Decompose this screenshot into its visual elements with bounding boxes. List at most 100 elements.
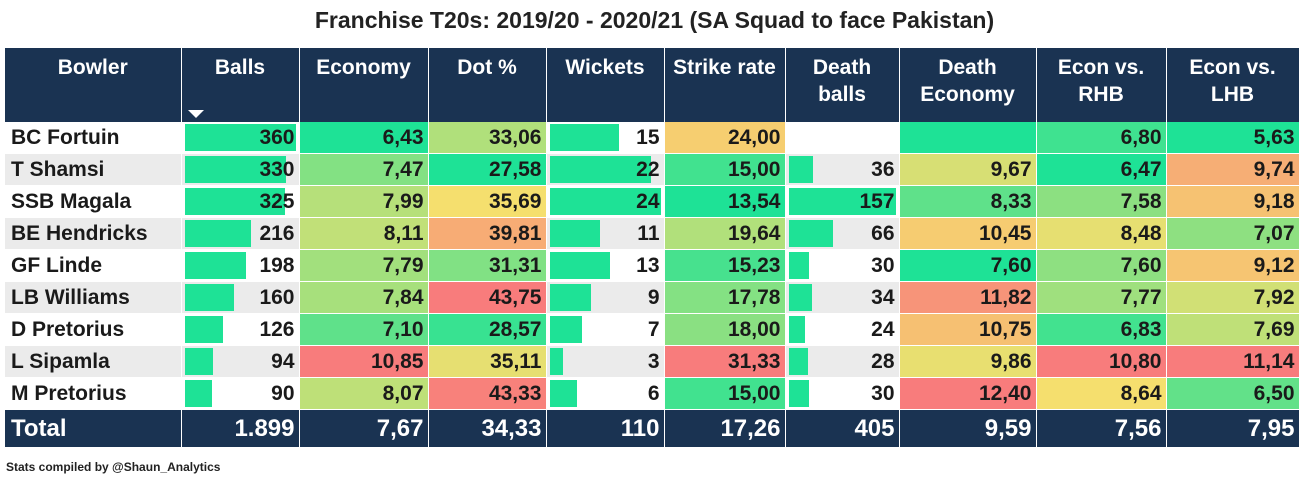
column-header-balls[interactable]: Balls bbox=[181, 48, 300, 122]
cell-dot: 31,31 bbox=[428, 249, 547, 282]
table-row[interactable]: GF Linde 198 7,79 31,31 13 15,23 30 7,60 7,60 9,1… bbox=[5, 249, 1300, 282]
cell-death-econ: 9,86 bbox=[899, 345, 1037, 378]
data-bar bbox=[184, 124, 296, 151]
cell-value: 31,31 bbox=[488, 253, 542, 277]
cell-value: 31,33 bbox=[727, 349, 781, 373]
cell-value: 7,69 bbox=[1253, 317, 1295, 341]
table-row[interactable]: D Pretorius 126 7,10 28,57 7 18,00 24 10,75 6,83… bbox=[5, 313, 1300, 346]
total-death-econ: 9,59 bbox=[899, 409, 1037, 447]
cell-economy: 7,79 bbox=[299, 249, 429, 282]
cell-value: 6,43 bbox=[382, 125, 424, 149]
cell-value: 66 bbox=[871, 221, 895, 245]
data-bar bbox=[184, 188, 285, 215]
cell-death-balls: 66 bbox=[785, 217, 900, 250]
cell-value: 15,00 bbox=[727, 381, 781, 405]
cell-wickets: 15 bbox=[546, 122, 665, 154]
cell-bowler: L Sipamla bbox=[5, 345, 182, 378]
cell-value: 7,47 bbox=[382, 157, 424, 181]
cell-value: 35,11 bbox=[490, 349, 542, 373]
data-bar bbox=[184, 156, 287, 183]
table-row[interactable]: T Shamsi 330 7,47 27,58 22 15,00 36 9,67 6,47 9,7… bbox=[5, 153, 1300, 186]
cell-wickets: 9 bbox=[546, 281, 665, 314]
cell-bowler: GF Linde bbox=[5, 249, 182, 282]
cell-value: GF Linde bbox=[11, 253, 102, 277]
cell-value: 6,80 bbox=[1120, 125, 1162, 149]
cell-econ-lhb: 5,63 bbox=[1166, 122, 1300, 154]
column-header-wickets[interactable]: Wickets bbox=[546, 48, 665, 122]
column-header-death-balls[interactable]: Death balls bbox=[785, 48, 900, 122]
cell-death-balls: 28 bbox=[785, 345, 900, 378]
total-wickets: 110 bbox=[546, 409, 665, 447]
cell-econ-rhb: 10,80 bbox=[1036, 345, 1167, 378]
column-header-label: Death Economy bbox=[920, 56, 1015, 106]
cell-death-econ: 9,67 bbox=[899, 153, 1037, 186]
cell-death-econ bbox=[899, 122, 1037, 154]
table-row[interactable]: BE Hendricks 216 8,11 39,81 11 19,64 66 10,45 8,… bbox=[5, 217, 1300, 250]
cell-economy: 6,43 bbox=[299, 122, 429, 154]
cell-econ-rhb: 7,60 bbox=[1036, 249, 1167, 282]
column-header-econ-rhb[interactable]: Econ vs. RHB bbox=[1036, 48, 1167, 122]
cell-value: 30 bbox=[871, 381, 895, 405]
cell-death-econ: 8,33 bbox=[899, 185, 1037, 218]
cell-econ-rhb: 8,48 bbox=[1036, 217, 1167, 250]
table-row[interactable]: BC Fortuin 360 6,43 33,06 15 24,00 6,80 5,63 bbox=[5, 122, 1300, 154]
table-row[interactable]: L Sipamla 94 10,85 35,11 3 31,33 28 9,86 10,80 11… bbox=[5, 345, 1300, 378]
total-bowler: Total bbox=[5, 409, 182, 447]
data-bar bbox=[549, 188, 661, 215]
cell-balls: 160 bbox=[181, 281, 300, 314]
cell-value: 7,99 bbox=[382, 189, 424, 213]
cell-value: 28,57 bbox=[488, 317, 542, 341]
cell-value: 3 bbox=[647, 349, 660, 373]
table-row[interactable]: M Pretorius 90 8,07 43,33 6 15,00 30 12,40 8,64 6… bbox=[5, 377, 1300, 410]
cell-balls: 198 bbox=[181, 249, 300, 282]
cell-value: 9,67 bbox=[990, 157, 1032, 181]
column-header-bowler[interactable]: Bowler bbox=[5, 48, 182, 122]
cell-econ-lhb: 9,18 bbox=[1166, 185, 1300, 218]
table-row[interactable]: LB Williams 160 7,84 43,75 9 17,78 34 11,82 7,77… bbox=[5, 281, 1300, 314]
data-bar bbox=[549, 316, 582, 343]
bowling-stats-table: Bowler Balls Economy Dot % Wickets Strike rat… bbox=[5, 48, 1300, 447]
cell-value: 17,78 bbox=[727, 285, 781, 309]
data-bar bbox=[788, 380, 809, 407]
cell-death-econ: 7,60 bbox=[899, 249, 1037, 282]
cell-value: 160 bbox=[259, 285, 295, 309]
cell-value: T Shamsi bbox=[11, 157, 105, 181]
cell-value: 7,60 bbox=[990, 253, 1032, 277]
cell-value: D Pretorius bbox=[11, 317, 125, 341]
column-header-econ-lhb[interactable]: Econ vs. LHB bbox=[1166, 48, 1300, 122]
cell-sr: 13,54 bbox=[664, 185, 786, 218]
cell-value: 157 bbox=[859, 189, 895, 213]
cell-value: 28 bbox=[871, 349, 895, 373]
column-header-economy[interactable]: Economy bbox=[299, 48, 429, 122]
cell-value: M Pretorius bbox=[11, 381, 127, 405]
cell-value: 6,50 bbox=[1253, 381, 1295, 405]
cell-value: 24,00 bbox=[727, 125, 781, 149]
cell-value: 11 bbox=[637, 221, 660, 245]
cell-death-balls: 157 bbox=[785, 185, 900, 218]
cell-economy: 10,85 bbox=[299, 345, 429, 378]
cell-value: 6,83 bbox=[1120, 317, 1162, 341]
cell-death-econ: 10,75 bbox=[899, 313, 1037, 346]
column-header-label: Death balls bbox=[812, 56, 872, 106]
cell-value: 30 bbox=[871, 253, 895, 277]
column-header-sr[interactable]: Strike rate bbox=[664, 48, 786, 122]
column-header-death-econ[interactable]: Death Economy bbox=[899, 48, 1037, 122]
data-bar bbox=[549, 348, 564, 375]
table-row[interactable]: SSB Magala 325 7,99 35,69 24 13,54 157 8,33 7,58… bbox=[5, 185, 1300, 218]
cell-value: 9,18 bbox=[1253, 189, 1295, 213]
cell-value: 10,75 bbox=[978, 317, 1032, 341]
cell-value: 24 bbox=[636, 189, 660, 213]
cell-economy: 7,47 bbox=[299, 153, 429, 186]
column-header-label: Wickets bbox=[565, 56, 645, 79]
column-header-dot[interactable]: Dot % bbox=[428, 48, 547, 122]
cell-econ-lhb: 6,50 bbox=[1166, 377, 1300, 410]
cell-econ-lhb: 7,07 bbox=[1166, 217, 1300, 250]
cell-value: 11,14 bbox=[1243, 349, 1295, 373]
data-bar bbox=[549, 124, 619, 151]
total-balls: 1.899 bbox=[181, 409, 300, 447]
table-body: BC Fortuin 360 6,43 33,06 15 24,00 6,80 5,63 T S… bbox=[5, 122, 1300, 447]
cell-value: 43,75 bbox=[488, 285, 542, 309]
cell-value: 8,33 bbox=[990, 189, 1032, 213]
cell-value: BE Hendricks bbox=[11, 221, 148, 245]
cell-balls: 330 bbox=[181, 153, 300, 186]
